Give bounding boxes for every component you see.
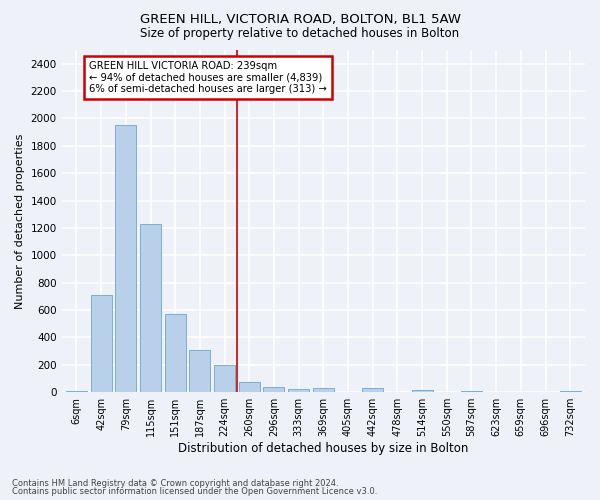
Bar — [165, 314, 186, 392]
Bar — [461, 391, 482, 392]
Bar — [263, 387, 284, 392]
Bar — [288, 389, 309, 392]
Bar — [560, 391, 581, 392]
Text: Contains public sector information licensed under the Open Government Licence v3: Contains public sector information licen… — [12, 487, 377, 496]
Text: GREEN HILL, VICTORIA ROAD, BOLTON, BL1 5AW: GREEN HILL, VICTORIA ROAD, BOLTON, BL1 5… — [139, 12, 461, 26]
Bar — [313, 388, 334, 392]
Bar — [140, 224, 161, 392]
Bar — [115, 126, 136, 392]
Text: Contains HM Land Registry data © Crown copyright and database right 2024.: Contains HM Land Registry data © Crown c… — [12, 478, 338, 488]
Bar — [412, 390, 433, 392]
Bar — [362, 388, 383, 392]
Bar — [190, 350, 211, 392]
Bar — [91, 295, 112, 392]
Y-axis label: Number of detached properties: Number of detached properties — [15, 134, 25, 309]
Bar — [66, 391, 87, 392]
X-axis label: Distribution of detached houses by size in Bolton: Distribution of detached houses by size … — [178, 442, 469, 455]
Text: GREEN HILL VICTORIA ROAD: 239sqm
← 94% of detached houses are smaller (4,839)
6%: GREEN HILL VICTORIA ROAD: 239sqm ← 94% o… — [89, 61, 326, 94]
Bar — [214, 365, 235, 392]
Bar — [239, 382, 260, 392]
Text: Size of property relative to detached houses in Bolton: Size of property relative to detached ho… — [140, 28, 460, 40]
